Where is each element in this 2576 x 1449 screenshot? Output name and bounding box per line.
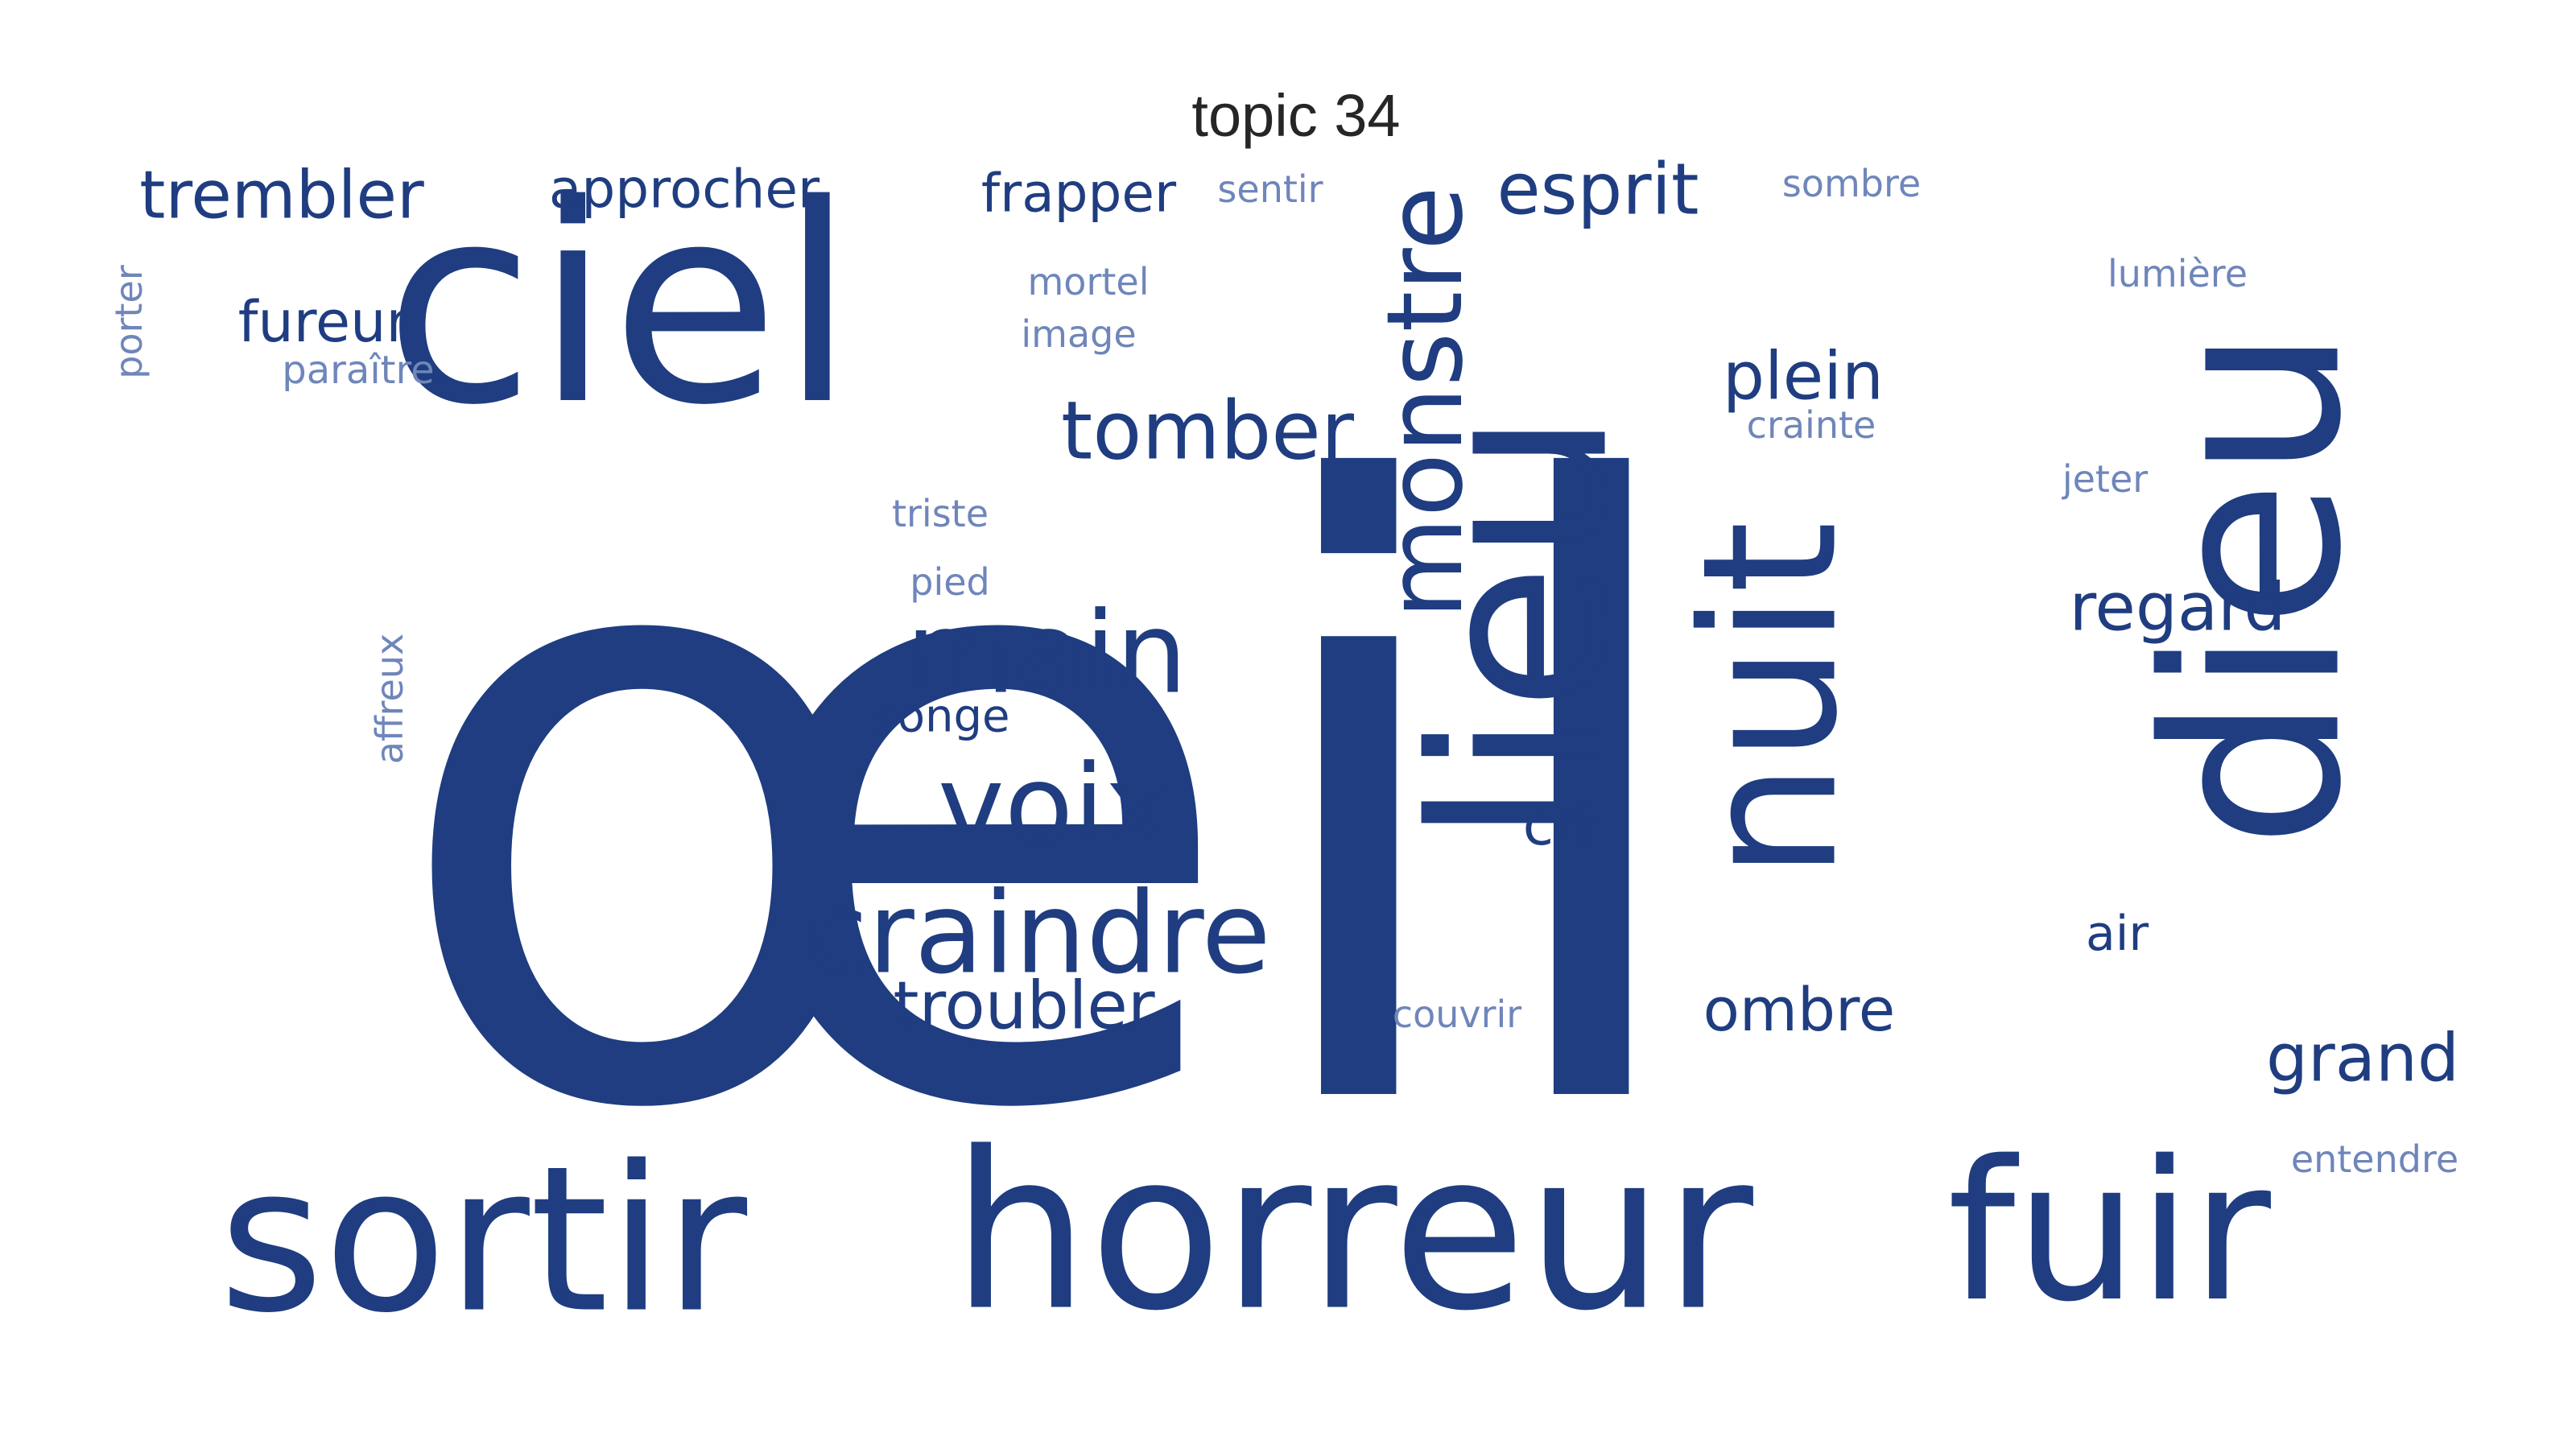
word-jeter: jeter [2062,457,2148,501]
word-porter: porter [107,265,151,379]
word-ciel: ciel [384,147,855,465]
word-trembler: trembler [139,158,424,234]
word-sortir: sortir [219,1123,747,1357]
word-songe: songe [874,691,1010,743]
word-triste: triste [892,492,989,535]
word-affreux: affreux [368,634,411,764]
word-dieu: dieu [2114,327,2395,849]
figure-title: topic 34 [1191,82,1401,149]
word-entendre: entendre [2291,1137,2458,1181]
word-fureur: fureur [238,289,410,355]
word-fuir: fuir [1947,1119,2271,1344]
word-esprit: esprit [1497,148,1699,231]
word-tomber: tomber [1061,384,1355,478]
word-lieu: lieu [1381,410,1662,845]
word-lumiere: lumière [2107,252,2248,295]
word-ombre: ombre [1703,976,1896,1045]
word-monstre: monstre [1364,186,1486,619]
word-mortel: mortel [1028,260,1150,303]
word-oeil: œil [386,318,1707,1292]
word-crainte: crainte [1747,403,1876,447]
word-sombre: sombre [1782,162,1921,205]
word-troubler: troubler [893,968,1154,1045]
word-cri: cri [1523,792,1593,858]
word-craindre: craindre [806,869,1270,1000]
word-main: main [906,588,1187,720]
word-image: image [1021,312,1136,356]
word-nuit: nuit [1664,521,1879,880]
word-sentir: sentir [1217,167,1323,211]
word-plein: plein [1723,339,1884,415]
word-couvrir: couvrir [1393,993,1522,1036]
word-voix: voix [938,741,1171,873]
word-horreur: horreur [952,1105,1756,1359]
word-grand: grand [2266,1021,2459,1097]
word-regard: regard [2070,570,2286,646]
word-paraitre: paraître [282,348,434,393]
word-approcher: approcher [549,159,820,221]
word-pied: pied [910,560,989,604]
word-frapper: frapper [981,163,1177,225]
word-air: air [2086,906,2149,962]
